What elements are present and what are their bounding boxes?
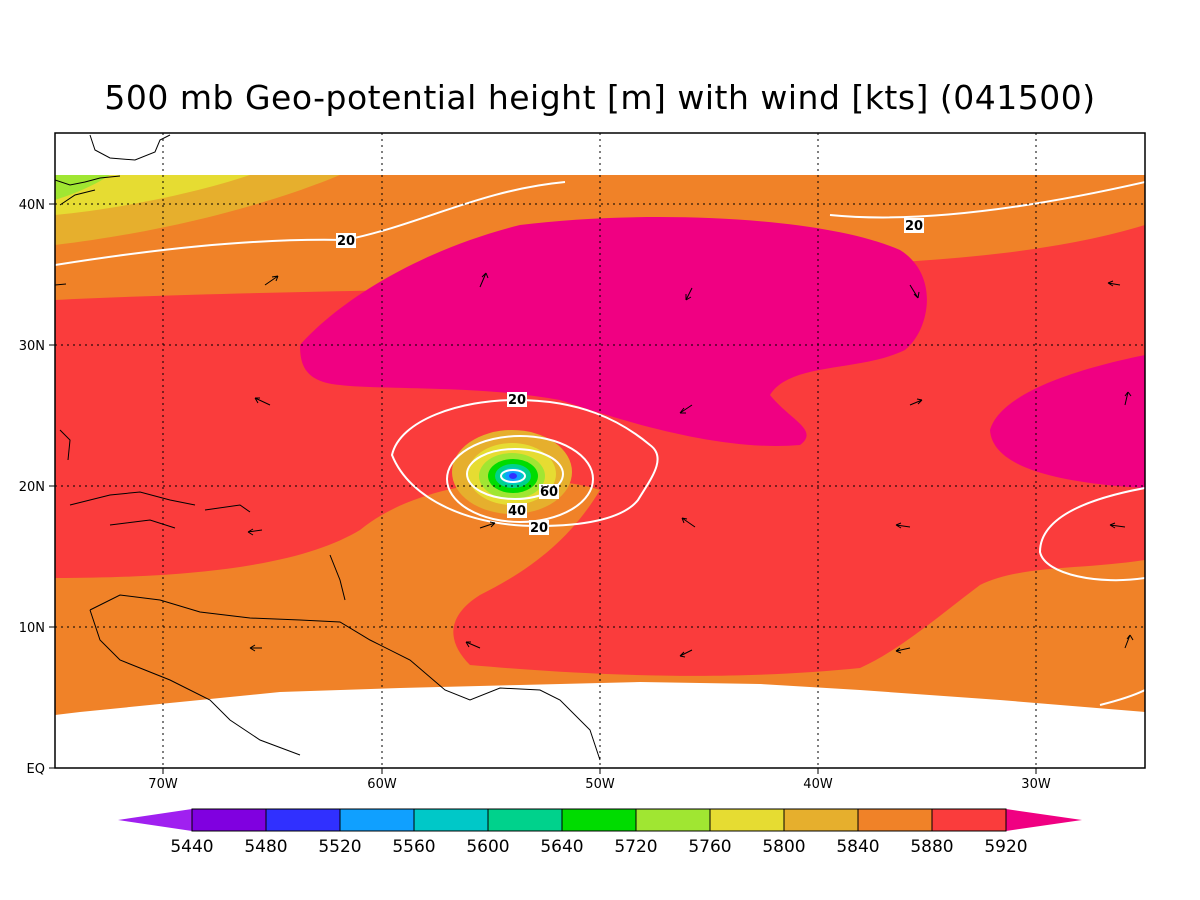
lat-tick-label: 20N [19,480,45,495]
colorbar-swatch [857,808,933,832]
lon-tick-label: 70W [148,777,178,792]
graticule [55,133,1145,768]
height-contour-5920-high-north [300,217,927,446]
lat-tick-label: 30N [19,339,45,354]
map-plot-area [55,133,1145,768]
wind-arrows [54,272,1134,658]
colorbar-level-label: 5520 [318,837,361,857]
contour-label: 60 [540,485,558,500]
lon-tick-label: 50W [585,777,615,792]
coastlines [55,134,601,761]
lat-tick-labels: EQ 10N 20N 30N 40N [19,198,45,777]
colorbar-swatch [487,808,563,832]
colorbar-level-label: 5720 [614,837,657,857]
contour-label: 20 [530,521,548,536]
colorbar-swatch [339,808,415,832]
lon-tick-labels: 70W 60W 50W 40W 30W [148,777,1051,792]
wind-contour-labels: 20 20 20 60 40 20 [336,218,924,536]
lat-tick-label: 40N [19,198,45,213]
no-data-south [55,682,1145,768]
height-contour-5760 [55,175,110,200]
colorbar-level-label: 5920 [984,837,1027,857]
lon-tick-label: 30W [1021,777,1051,792]
colorbar-level-label: 5480 [244,837,287,857]
colorbar-level-label: 5840 [836,837,879,857]
colorbar-swatch [265,808,341,832]
colorbar-level-label: 5800 [762,837,805,857]
lon-tick-label: 60W [367,777,397,792]
contour-label: 40 [508,504,526,519]
colorbar-level-label: 5640 [540,837,583,857]
height-contour-5800 [55,175,250,215]
colorbar-swatch [783,808,859,832]
colorbar: 5440 5480 5520 5560 5600 5640 5720 5760 5800 5840… [118,808,1082,857]
axis-ticks [49,203,1037,774]
lat-tick-label: EQ [27,762,45,777]
colorbar-swatch [709,808,785,832]
colorbar-under-triangle [118,809,192,831]
colorbar-level-label: 5600 [466,837,509,857]
colorbar-swatch [635,808,711,832]
lon-tick-label: 40W [803,777,833,792]
colorbar-level-label: 5440 [170,837,213,857]
colorbar-swatch [191,808,267,832]
colorbar-over-triangle [1006,809,1082,831]
map-title: 500 mb Geo-potential height [m] with win… [104,78,1096,117]
colorbar-level-label: 5760 [688,837,731,857]
colorbar-swatch [931,808,1007,832]
colorbar-swatch [561,808,637,832]
cyclone-5520 [509,473,517,479]
contour-label: 20 [508,393,526,408]
colorbar-level-label: 5560 [392,837,435,857]
colorbar-swatch [413,808,489,832]
lat-tick-label: 10N [19,621,45,636]
contour-label: 20 [337,234,355,249]
height-contour-5920-high-east [990,355,1145,488]
contour-label: 20 [905,219,923,234]
colorbar-level-label: 5880 [910,837,953,857]
